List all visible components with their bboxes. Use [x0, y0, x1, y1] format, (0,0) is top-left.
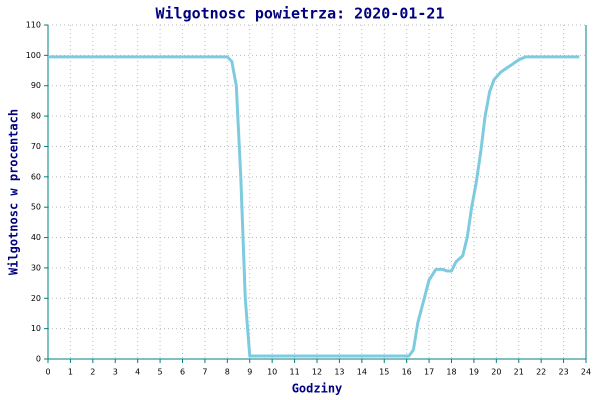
x-tick-label: 22 [536, 368, 546, 377]
y-tick-label: 50 [31, 203, 41, 212]
x-tick-label: 9 [247, 368, 252, 377]
x-tick-label: 21 [514, 368, 524, 377]
x-tick-label: 13 [334, 368, 344, 377]
y-tick-label: 30 [31, 263, 41, 272]
x-tick-label: 6 [180, 368, 185, 377]
x-tick-label: 24 [581, 368, 591, 377]
y-tick-label: 40 [31, 233, 41, 242]
x-tick-label: 14 [357, 368, 367, 377]
x-tick-label: 20 [491, 368, 501, 377]
data-line [48, 55, 580, 358]
y-tick-label: 10 [31, 324, 41, 333]
y-tick-label: 60 [31, 172, 41, 181]
y-tick-label: 90 [31, 81, 41, 90]
x-tick-label: 16 [402, 368, 412, 377]
x-tick-label: 3 [113, 368, 118, 377]
x-tick-label: 11 [289, 368, 299, 377]
y-axis-label: Wilgotnosc w procentach [7, 109, 21, 275]
y-tick-label: 100 [26, 51, 41, 60]
x-tick-label: 10 [267, 368, 277, 377]
x-tick-label: 23 [558, 368, 568, 377]
x-tick-label: 12 [312, 368, 322, 377]
x-tick-label: 19 [469, 368, 479, 377]
y-tick-label: 20 [31, 294, 41, 303]
y-tick-label: 110 [26, 21, 41, 30]
x-tick-label: 7 [202, 368, 207, 377]
y-tick-label: 80 [31, 112, 41, 121]
x-tick-label: 4 [135, 368, 140, 377]
y-tick-label: 70 [31, 142, 41, 151]
y-tick-label: 0 [36, 355, 41, 364]
x-axis-label: Godziny [292, 382, 343, 396]
x-tick-label: 0 [45, 368, 50, 377]
x-tick-label: 15 [379, 368, 389, 377]
x-tick-label: 5 [158, 368, 163, 377]
x-tick-label: 8 [225, 368, 230, 377]
chart-title: Wilgotnosc powietrza: 2020-01-21 [156, 5, 445, 23]
x-tick-label: 1 [68, 368, 73, 377]
x-tick-label: 2 [90, 368, 95, 377]
x-tick-label: 18 [446, 368, 456, 377]
x-tick-label: 17 [424, 368, 434, 377]
